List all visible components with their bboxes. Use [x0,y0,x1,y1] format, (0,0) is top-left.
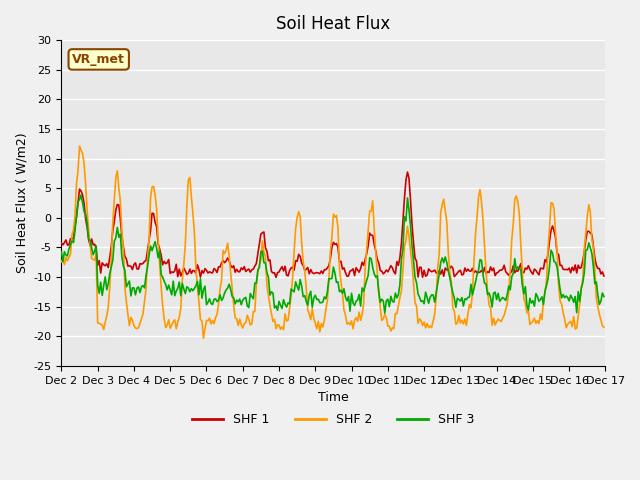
Title: Soil Heat Flux: Soil Heat Flux [276,15,390,33]
Legend: SHF 1, SHF 2, SHF 3: SHF 1, SHF 2, SHF 3 [187,408,480,432]
Text: VR_met: VR_met [72,53,125,66]
Y-axis label: Soil Heat Flux ( W/m2): Soil Heat Flux ( W/m2) [15,132,28,273]
X-axis label: Time: Time [318,391,349,404]
